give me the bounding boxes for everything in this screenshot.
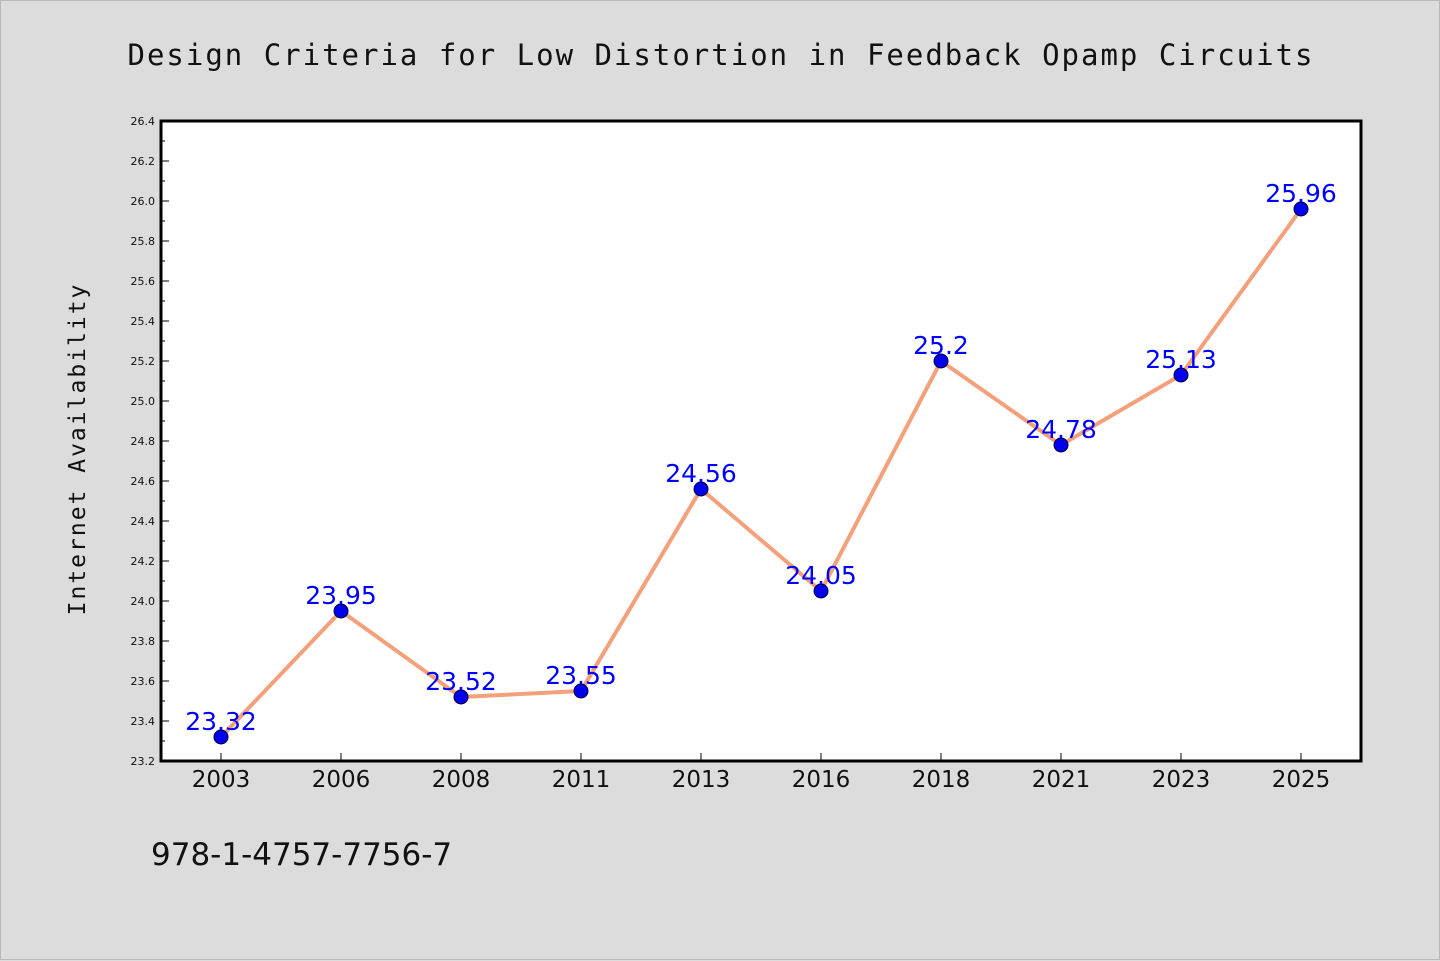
- data-label: 25.96: [1265, 179, 1337, 208]
- data-label: 24.56: [665, 459, 737, 488]
- data-label: 24.05: [785, 561, 857, 590]
- x-tick-label: 2016: [792, 767, 851, 793]
- data-point: [1173, 367, 1189, 383]
- data-labels-layer: 23.32 23.95 23.52 23.55 24.56 24.05 25.2 24.78 2…: [185, 179, 1337, 736]
- plot-area: [159, 119, 1363, 763]
- y-tick-label: 25.8: [131, 235, 156, 248]
- y-tick-label: 24.4: [131, 515, 156, 528]
- data-point: [573, 683, 589, 699]
- data-point: [693, 481, 709, 497]
- y-tick-label: 23.2: [131, 755, 156, 768]
- isbn-label: 978-1-4757-7756-7: [151, 837, 452, 873]
- data-point: [453, 689, 469, 705]
- y-tick-label: 23.4: [131, 715, 156, 728]
- data-label: 23.95: [305, 581, 377, 610]
- data-label: 25.2: [913, 331, 969, 360]
- x-tick-label: 2021: [1032, 767, 1091, 793]
- y-tick-label: 24.2: [131, 555, 156, 568]
- y-tick-label: 24.8: [131, 435, 156, 448]
- y-tick-label: 25.0: [131, 395, 156, 408]
- data-point: [933, 353, 949, 369]
- data-label: 23.55: [545, 661, 617, 690]
- data-point: [333, 603, 349, 619]
- y-tick-label: 25.4: [131, 315, 156, 328]
- data-point: [813, 583, 829, 599]
- y-tick-label: 24.6: [131, 475, 156, 488]
- y-tick-label: 26.4: [131, 115, 156, 128]
- data-label: 23.52: [425, 667, 497, 696]
- y-tick-label: 23.6: [131, 675, 156, 688]
- series-layer: [213, 201, 1309, 745]
- y-tick-label: 26.0: [131, 195, 156, 208]
- data-label: 25.13: [1145, 345, 1217, 374]
- x-tick-label: 2006: [312, 767, 371, 793]
- chart-title: Design Criteria for Low Distortion in Fe…: [127, 38, 1314, 72]
- x-tick-label: 2023: [1152, 767, 1211, 793]
- data-point: [1293, 201, 1309, 217]
- y-axis: 23.2 23.4 23.6 23.8 24.0 24.2 24.4 24.6 24.8 25.0…: [131, 115, 169, 768]
- data-label: 24.78: [1025, 415, 1097, 444]
- x-tick-label: 2003: [192, 767, 251, 793]
- y-axis-label: Internet Availability: [65, 283, 91, 616]
- y-tick-label: 24.0: [131, 595, 156, 608]
- y-tick-label: 25.2: [131, 355, 156, 368]
- data-point: [213, 729, 229, 745]
- y-tick-label: 26.2: [131, 155, 156, 168]
- x-tick-label: 2018: [912, 767, 971, 793]
- x-tick-label: 2025: [1272, 767, 1331, 793]
- x-axis: 2003 2006 2008 2011 2013 2016 2018 2021 2023 2025: [192, 753, 1331, 793]
- data-point: [1053, 437, 1069, 453]
- x-tick-label: 2013: [672, 767, 731, 793]
- x-tick-label: 2011: [552, 767, 611, 793]
- y-tick-label: 25.6: [131, 275, 156, 288]
- series-line: [219, 207, 1303, 739]
- y-tick-label: 23.8: [131, 635, 156, 648]
- x-tick-label: 2008: [432, 767, 491, 793]
- data-label: 23.32: [185, 707, 257, 736]
